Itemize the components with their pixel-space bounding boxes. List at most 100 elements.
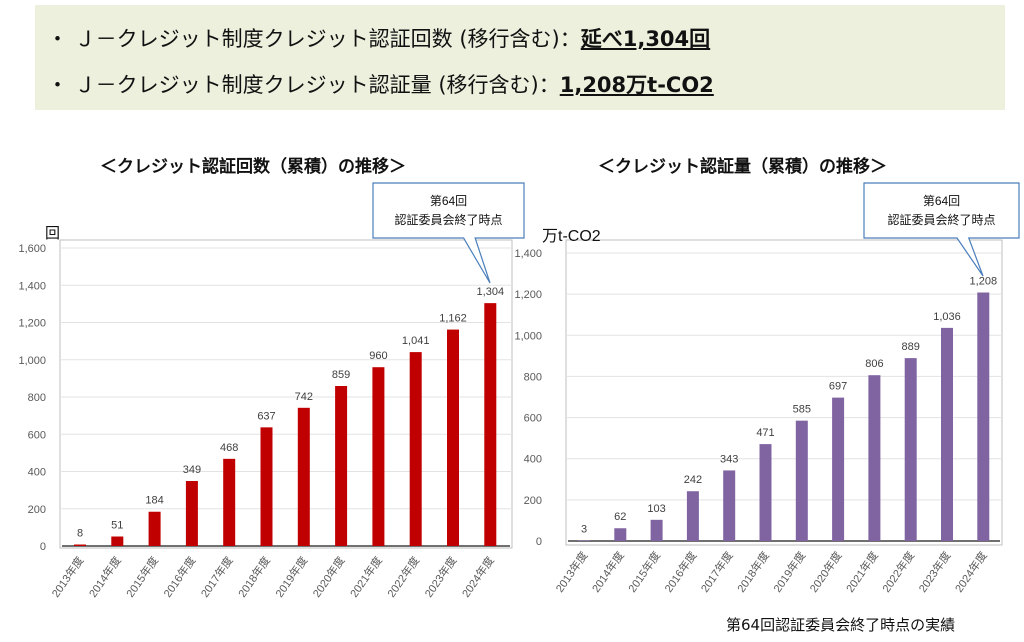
data-label: 3 (581, 523, 587, 535)
data-label: 343 (720, 453, 738, 465)
data-label: 742 (295, 391, 313, 403)
callout-box (863, 182, 1020, 277)
y-tick-label: 1,200 (18, 318, 46, 330)
data-label: 637 (257, 410, 275, 422)
summary-volume: ・ Ｊ－クレジット制度クレジット認証量 (移行含む)：1,208万t-CO2 (47, 69, 714, 99)
data-label: 1,041 (402, 335, 430, 347)
y-tick-label: 1,000 (18, 355, 46, 367)
x-tick-label: 2014年度 (86, 554, 124, 600)
data-label: 960 (369, 350, 387, 362)
callout-box (372, 182, 525, 284)
callout-line1: 第64回 (430, 194, 467, 208)
x-tick-label: 2024年度 (952, 549, 990, 595)
data-label: 184 (145, 495, 163, 507)
data-label: 242 (684, 474, 702, 486)
y-tick-label: 1,400 (18, 280, 46, 292)
x-tick-label: 2018年度 (235, 554, 273, 600)
x-tick-label: 2015年度 (123, 554, 161, 600)
x-tick-label: 2017年度 (698, 549, 736, 595)
bar (759, 444, 772, 541)
x-tick-label: 2024年度 (459, 554, 497, 600)
data-label: 1,036 (933, 311, 961, 323)
x-tick-label: 2016年度 (661, 549, 699, 595)
bar (941, 327, 953, 541)
data-label: 889 (902, 341, 920, 353)
plot-area (59, 239, 513, 549)
data-label: 1,162 (439, 313, 467, 325)
bar (335, 386, 348, 546)
y-tick-label: 1,600 (18, 243, 46, 255)
footnote: 第64回認証委員会終了時点の実績 (726, 616, 956, 634)
bar (185, 480, 198, 546)
x-tick-label: 2016年度 (160, 554, 198, 600)
data-label: 1,304 (477, 286, 505, 298)
y-axis-label: 万t-CO2 (542, 228, 601, 245)
y-tick-label: 600 (524, 413, 542, 425)
bar (297, 407, 310, 546)
data-label: 103 (647, 503, 665, 515)
x-tick-label: 2013年度 (552, 549, 590, 595)
y-tick-label: 0 (536, 536, 542, 548)
y-axis-label: 回 (45, 225, 60, 242)
x-tick-label: 2020年度 (806, 549, 844, 595)
summary-count-value: 延べ1,304回 (580, 27, 711, 51)
data-label: 62 (614, 511, 626, 523)
y-tick-label: 200 (524, 495, 542, 507)
x-tick-label: 2020年度 (309, 554, 347, 600)
plot-area (565, 239, 1003, 546)
x-tick-label: 2022年度 (384, 554, 422, 600)
bar (447, 329, 459, 546)
summary-volume-label: ・ Ｊ－クレジット制度クレジット認証量 (移行含む)： (47, 73, 560, 97)
chart-title-volume: ＜クレジット認証量（累積）の推移＞ (598, 157, 887, 177)
x-tick-label: 2021年度 (347, 554, 385, 600)
x-tick-label: 2022年度 (879, 549, 917, 595)
data-label: 806 (865, 358, 883, 370)
y-tick-label: 1,200 (514, 289, 542, 301)
data-label: 1,208 (970, 275, 998, 287)
y-tick-label: 1,400 (514, 248, 542, 260)
data-label: 51 (111, 520, 123, 532)
bar (578, 540, 590, 541)
y-tick-label: 1,000 (514, 330, 542, 342)
y-tick-label: 600 (28, 429, 46, 441)
y-tick-label: 0 (40, 541, 46, 553)
callout-line2: 認証委員会終了時点 (887, 212, 995, 227)
bar (904, 358, 917, 541)
summary-count-label: ・ Ｊ－クレジット制度クレジット認証回数 (移行含む)： (47, 27, 581, 51)
x-tick-label: 2023年度 (421, 554, 459, 600)
bar (74, 544, 86, 546)
bar (409, 352, 422, 546)
data-label: 697 (829, 381, 847, 393)
data-label: 8 (77, 528, 83, 540)
bar (977, 292, 990, 541)
x-tick-label: 2014年度 (589, 549, 627, 595)
y-tick-label: 400 (28, 467, 46, 479)
bar (223, 458, 236, 546)
bar (111, 536, 124, 546)
y-tick-label: 800 (524, 371, 542, 383)
x-tick-label: 2013年度 (48, 554, 86, 600)
bar (484, 303, 497, 546)
bar (795, 420, 808, 541)
x-tick-label: 2015年度 (625, 549, 663, 595)
chart-title-count: ＜クレジット認証回数（累積）の推移＞ (100, 157, 406, 177)
summary-volume-value: 1,208万t-CO2 (559, 73, 714, 97)
bar (686, 491, 699, 541)
callout-line1: 第64回 (923, 194, 960, 208)
data-label: 349 (183, 464, 201, 476)
bar (148, 511, 161, 546)
data-label: 859 (332, 369, 350, 381)
bar (650, 519, 663, 541)
bar (260, 427, 273, 546)
x-tick-label: 2023年度 (915, 549, 953, 595)
x-tick-label: 2018年度 (734, 549, 772, 595)
bar (723, 470, 736, 541)
y-tick-label: 800 (28, 392, 46, 404)
bar (868, 375, 881, 541)
callout-line2: 認証委員会終了時点 (394, 212, 502, 227)
bar (832, 397, 845, 541)
summary-count: ・ Ｊ－クレジット制度クレジット認証回数 (移行含む)：延べ1,304回 (47, 23, 710, 53)
bar (372, 367, 385, 546)
bar (614, 528, 627, 541)
